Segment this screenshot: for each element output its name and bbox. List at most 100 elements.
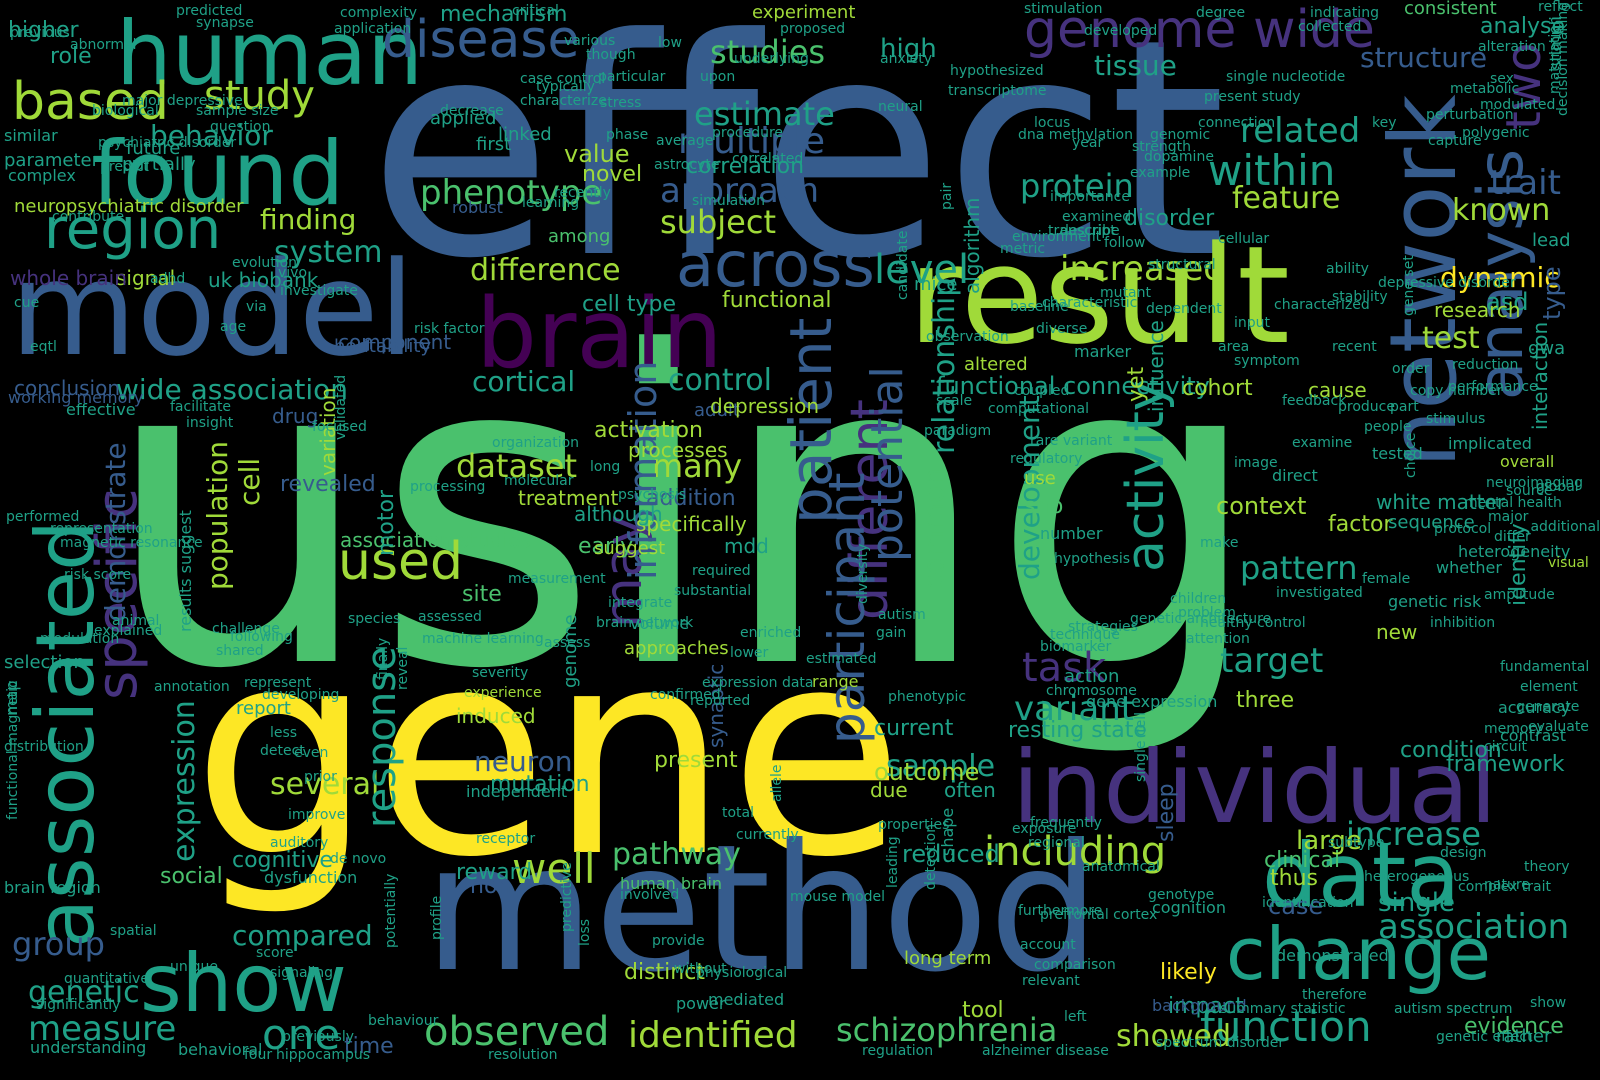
word-low: low bbox=[658, 35, 682, 51]
word-integrate: integrate bbox=[608, 595, 673, 611]
word-mdd: mdd bbox=[724, 534, 769, 558]
word-lead: lead bbox=[1532, 230, 1571, 251]
word-gene-expression: gene expression bbox=[1086, 692, 1218, 711]
word-scale: scale bbox=[936, 393, 973, 409]
word-three: three bbox=[1236, 688, 1295, 713]
word-current: current bbox=[874, 716, 954, 741]
word-function: function bbox=[1200, 1002, 1372, 1051]
word-gwa: gwa bbox=[1528, 338, 1566, 359]
word-shared: shared bbox=[216, 643, 264, 659]
word-even: even bbox=[294, 745, 329, 761]
word-characterized: characterized bbox=[1274, 297, 1370, 313]
word-partially: partially bbox=[122, 154, 196, 175]
word-assessed: assessed bbox=[418, 609, 482, 625]
word-drug: drug bbox=[272, 404, 319, 428]
word-sample-size: sample size bbox=[196, 103, 279, 119]
word-biomarker: biomarker bbox=[1040, 639, 1112, 655]
word-proposed: proposed bbox=[780, 21, 846, 37]
word-research: research bbox=[1434, 298, 1521, 322]
word-alzheimer-disease: alzheimer disease bbox=[982, 1043, 1109, 1059]
word-dopamine: dopamine bbox=[1144, 149, 1214, 165]
word-dynamic: dynamic bbox=[1440, 261, 1560, 294]
word-revealed: revealed bbox=[280, 472, 376, 497]
word-accuracy: accuracy bbox=[1498, 698, 1571, 717]
word-learning: learning bbox=[522, 195, 580, 211]
word-early: early bbox=[578, 534, 634, 559]
word-contrast: contrast bbox=[1500, 726, 1566, 745]
word-site: site bbox=[462, 582, 502, 607]
word-mechanism: mechanism bbox=[440, 2, 568, 27]
word-input: input bbox=[1234, 315, 1271, 331]
word-various: various bbox=[564, 33, 616, 49]
word-inhibition: inhibition bbox=[1430, 615, 1496, 631]
word-required: required bbox=[692, 563, 751, 579]
word-healthy-control: healthy control bbox=[1200, 615, 1306, 631]
word-cell: cell bbox=[233, 457, 266, 506]
word-behaviour: behaviour bbox=[368, 1013, 439, 1029]
word-strength: strength bbox=[1132, 139, 1191, 155]
word-species: species bbox=[348, 611, 401, 627]
word-stability: stability bbox=[1332, 289, 1388, 305]
word-control: control bbox=[668, 363, 772, 398]
word-facilitate: facilitate bbox=[170, 399, 232, 415]
word-single-cell: single cell bbox=[1133, 712, 1149, 782]
word-group: group bbox=[12, 925, 105, 963]
word-report: report bbox=[236, 698, 291, 719]
word-first: first bbox=[476, 134, 512, 155]
word-nature: nature bbox=[1484, 877, 1530, 893]
word-measurement: measurement bbox=[508, 571, 606, 587]
word-direct: direct bbox=[1272, 466, 1318, 485]
word-total: total bbox=[722, 805, 755, 821]
word-outcome: outcome bbox=[874, 758, 980, 786]
word-hippocampus: hippocampus bbox=[276, 1047, 371, 1063]
word-framework: framework bbox=[1446, 752, 1565, 777]
word-long: long bbox=[590, 459, 621, 475]
word-adhd: adhd bbox=[150, 271, 186, 287]
word-distinct: distinct bbox=[624, 960, 705, 985]
word-four: four bbox=[244, 1047, 273, 1063]
word-likely: likely bbox=[1160, 960, 1217, 985]
word-independent: independent bbox=[466, 782, 568, 801]
word-signal: signal bbox=[116, 266, 176, 290]
word-neuron: neuron bbox=[474, 745, 573, 778]
word-increase: increase bbox=[1346, 815, 1481, 853]
word-particular: particular bbox=[598, 69, 666, 85]
word-connection: connection bbox=[1198, 115, 1276, 131]
word-mediated: mediated bbox=[708, 990, 785, 1009]
word-previously: previously bbox=[282, 1029, 355, 1045]
word-baseline: baseline bbox=[1010, 299, 1069, 315]
word-social: social bbox=[160, 864, 223, 889]
word-non: non bbox=[470, 874, 512, 899]
word-metric: metric bbox=[1000, 241, 1046, 257]
word-impact: impact bbox=[1168, 994, 1244, 1019]
word-potentially: potentially bbox=[383, 873, 399, 948]
word-novel: novel bbox=[582, 162, 643, 187]
word-abnormal: abnormal bbox=[70, 37, 137, 53]
word-cue: cue bbox=[14, 295, 40, 311]
word-identification: identification bbox=[1262, 895, 1354, 911]
word-developing: developing bbox=[262, 687, 340, 703]
word-factor: factor bbox=[1328, 512, 1393, 537]
word-mutation: mutation bbox=[490, 772, 590, 797]
word-diverse: diverse bbox=[1036, 321, 1088, 337]
word-result: result bbox=[908, 217, 1290, 374]
word-decrease: decrease bbox=[440, 103, 504, 119]
word-key: key bbox=[1372, 115, 1397, 131]
word-neural: neural bbox=[878, 99, 923, 115]
word-vivo: vivo bbox=[278, 265, 308, 281]
word-properties: properties bbox=[878, 817, 950, 833]
word-specifically: specifically bbox=[636, 512, 747, 536]
word-applied: applied bbox=[430, 108, 497, 129]
word-thus: thus bbox=[1270, 866, 1318, 891]
word-volume: volume bbox=[630, 614, 690, 633]
word-cognition: cognition bbox=[1152, 898, 1226, 917]
word-order: order bbox=[1392, 361, 1430, 377]
word-distribution: distribution bbox=[4, 739, 84, 755]
word-consistent: consistent bbox=[1404, 0, 1497, 19]
word-magnetic-resonance: magnetic resonance bbox=[60, 535, 203, 551]
word-present-study: present study bbox=[1204, 89, 1301, 105]
word-describe: describe bbox=[1060, 223, 1120, 239]
word-cognitive: cognitive bbox=[232, 848, 333, 873]
word-tool: tool bbox=[962, 998, 1004, 1023]
word-functional: functional bbox=[722, 288, 832, 313]
